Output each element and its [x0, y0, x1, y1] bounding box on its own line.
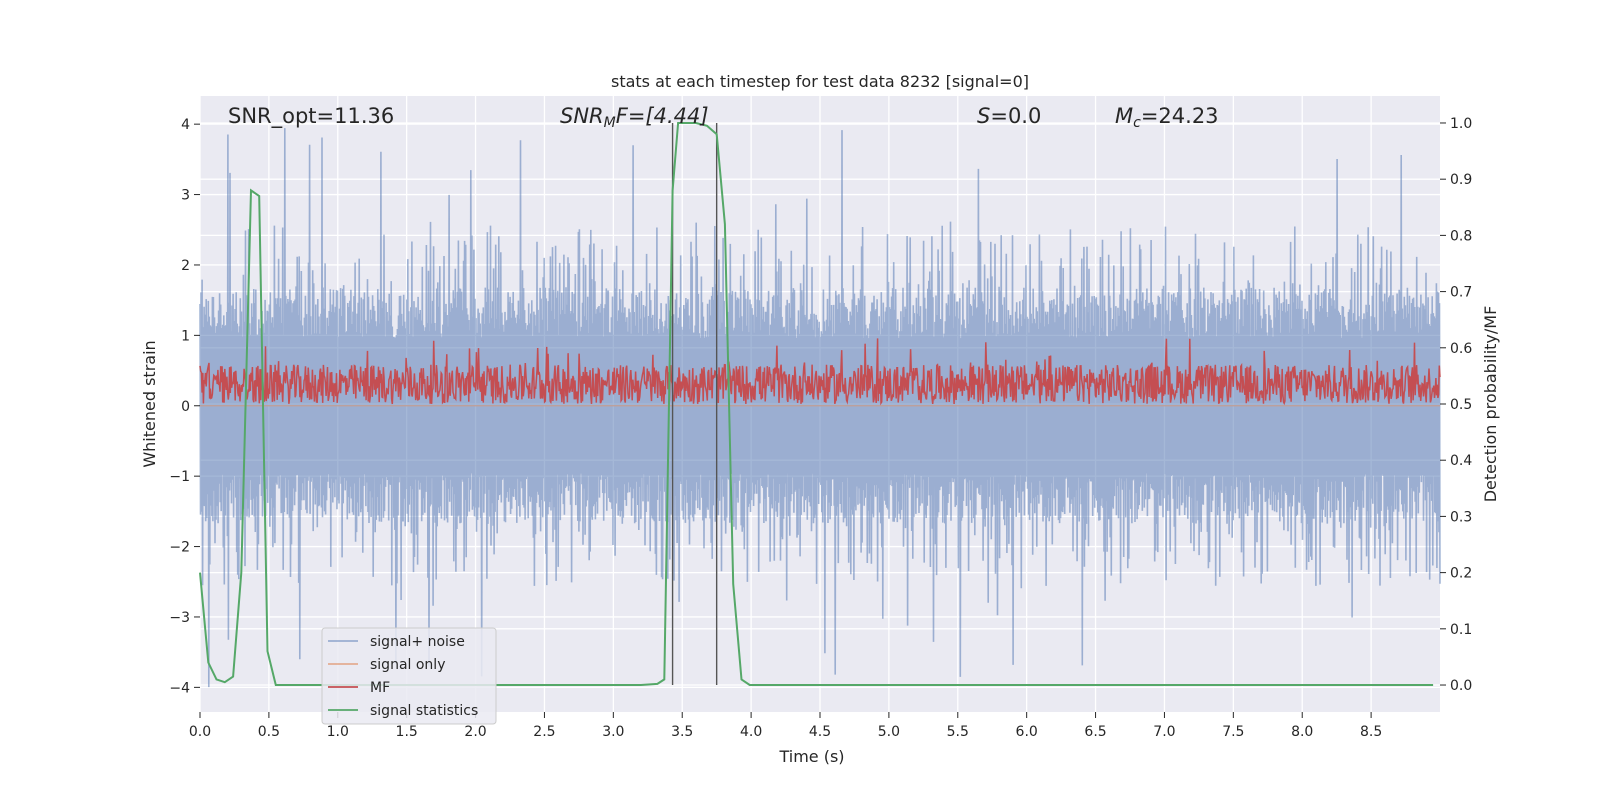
x-tick-label: 1.0	[327, 724, 349, 740]
signal-statistics-line	[199, 122, 1434, 686]
x-tick-label: 2.0	[464, 724, 486, 740]
y-axis-left: 4 3 2 1 0 −1 −2 −3 −4	[169, 117, 200, 696]
series-signal-noise	[199, 128, 1441, 688]
y-tick-label: −2	[169, 540, 190, 556]
annotation-snr-mf-main: SNR	[560, 104, 604, 128]
x-tick-label: 3.0	[602, 724, 624, 740]
legend: signal+ noise signal only MF signal stat…	[321, 627, 497, 725]
annotation-mc-sub: c	[1133, 115, 1141, 131]
chart-title: stats at each timestep for test data 823…	[611, 72, 1029, 91]
annotation-snr-opt: SNR_opt=11.36	[228, 104, 394, 129]
x-tick-label: 6.5	[1084, 724, 1106, 740]
annotation-snr-mf-sub: M	[604, 115, 616, 131]
x-tick-label: 7.5	[1222, 724, 1244, 740]
x-tick-label: 4.0	[740, 724, 762, 740]
y2-tick-label: 0.6	[1450, 341, 1472, 357]
x-tick-label: 5.0	[878, 724, 900, 740]
y-tick-label: 0	[181, 399, 190, 415]
plot-series	[199, 122, 1441, 688]
y-tick-label: −4	[169, 680, 190, 696]
y2-tick-label: 0.1	[1450, 622, 1472, 638]
annotation-mc: Mc=24.23	[1115, 104, 1219, 131]
y-tick-label: 4	[181, 117, 190, 133]
y2-tick-label: 0.5	[1450, 397, 1472, 413]
y-tick-label: 3	[181, 188, 190, 204]
legend-label-mf: MF	[370, 680, 390, 696]
y-tick-label: 1	[181, 328, 190, 344]
y2-tick-label: 0.8	[1450, 228, 1472, 244]
annotation-mc-rest: =24.23	[1141, 104, 1219, 128]
legend-box	[321, 627, 497, 725]
x-tick-label: 5.5	[947, 724, 969, 740]
annotation-s: S=0.0	[977, 104, 1041, 128]
y2-tick-label: 0.0	[1450, 678, 1472, 694]
annotation-mc-main: M	[1115, 104, 1133, 128]
x-tick-label: 1.5	[396, 724, 418, 740]
x-axis-label: Time (s)	[778, 747, 844, 766]
signal-noise-line	[199, 128, 1441, 688]
x-tick-label: 8.5	[1360, 724, 1382, 740]
y-axis-right: 1.0 0.9 0.8 0.7 0.6 0.5 0.4 0.3 0.2 0.1 0.0	[1440, 116, 1472, 694]
legend-label-signal-only: signal only	[370, 657, 445, 673]
legend-label-signal-noise: signal+ noise	[370, 634, 465, 650]
x-tick-label: 0.5	[258, 724, 280, 740]
x-tick-label: 2.5	[533, 724, 555, 740]
series-signal-statistics	[199, 122, 1434, 686]
y2-tick-label: 0.2	[1450, 566, 1472, 582]
annotation-snr-mf-rest: F=[4.44]	[616, 104, 709, 128]
series-mf	[199, 338, 1441, 406]
y2-tick-label: 0.7	[1450, 285, 1472, 301]
x-axis: 0.0 0.5 1.0 1.5 2.0 2.5 3.0 3.5 4.0 4.5 5.0 5.5 6.0 6…	[189, 712, 1382, 740]
x-tick-label: 6.0	[1016, 724, 1038, 740]
annotation-s-rest: =0.0	[990, 104, 1041, 128]
x-tick-label: 7.0	[1153, 724, 1175, 740]
y-tick-label: −3	[169, 610, 190, 626]
y2-tick-label: 1.0	[1450, 116, 1472, 132]
x-tick-label: 4.5	[809, 724, 831, 740]
legend-label-signal-statistics: signal statistics	[370, 703, 478, 719]
y2-tick-label: 0.4	[1450, 453, 1472, 469]
x-tick-label: 3.5	[671, 724, 693, 740]
annotation-snr-mf: SNRMF=[4.44]	[560, 104, 709, 131]
y-axis-label: Whitened strain	[140, 340, 159, 467]
x-tick-label: 8.0	[1291, 724, 1313, 740]
y-tick-label: 2	[181, 258, 190, 274]
mf-line	[199, 338, 1441, 406]
y2-tick-label: 0.9	[1450, 172, 1472, 188]
x-tick-label: 0.0	[189, 724, 211, 740]
y-tick-label: −1	[169, 469, 190, 485]
y2-axis-label: Detection probability/MF	[1481, 306, 1500, 503]
y2-tick-label: 0.3	[1450, 509, 1472, 525]
annotation-s-main: S	[977, 104, 990, 128]
